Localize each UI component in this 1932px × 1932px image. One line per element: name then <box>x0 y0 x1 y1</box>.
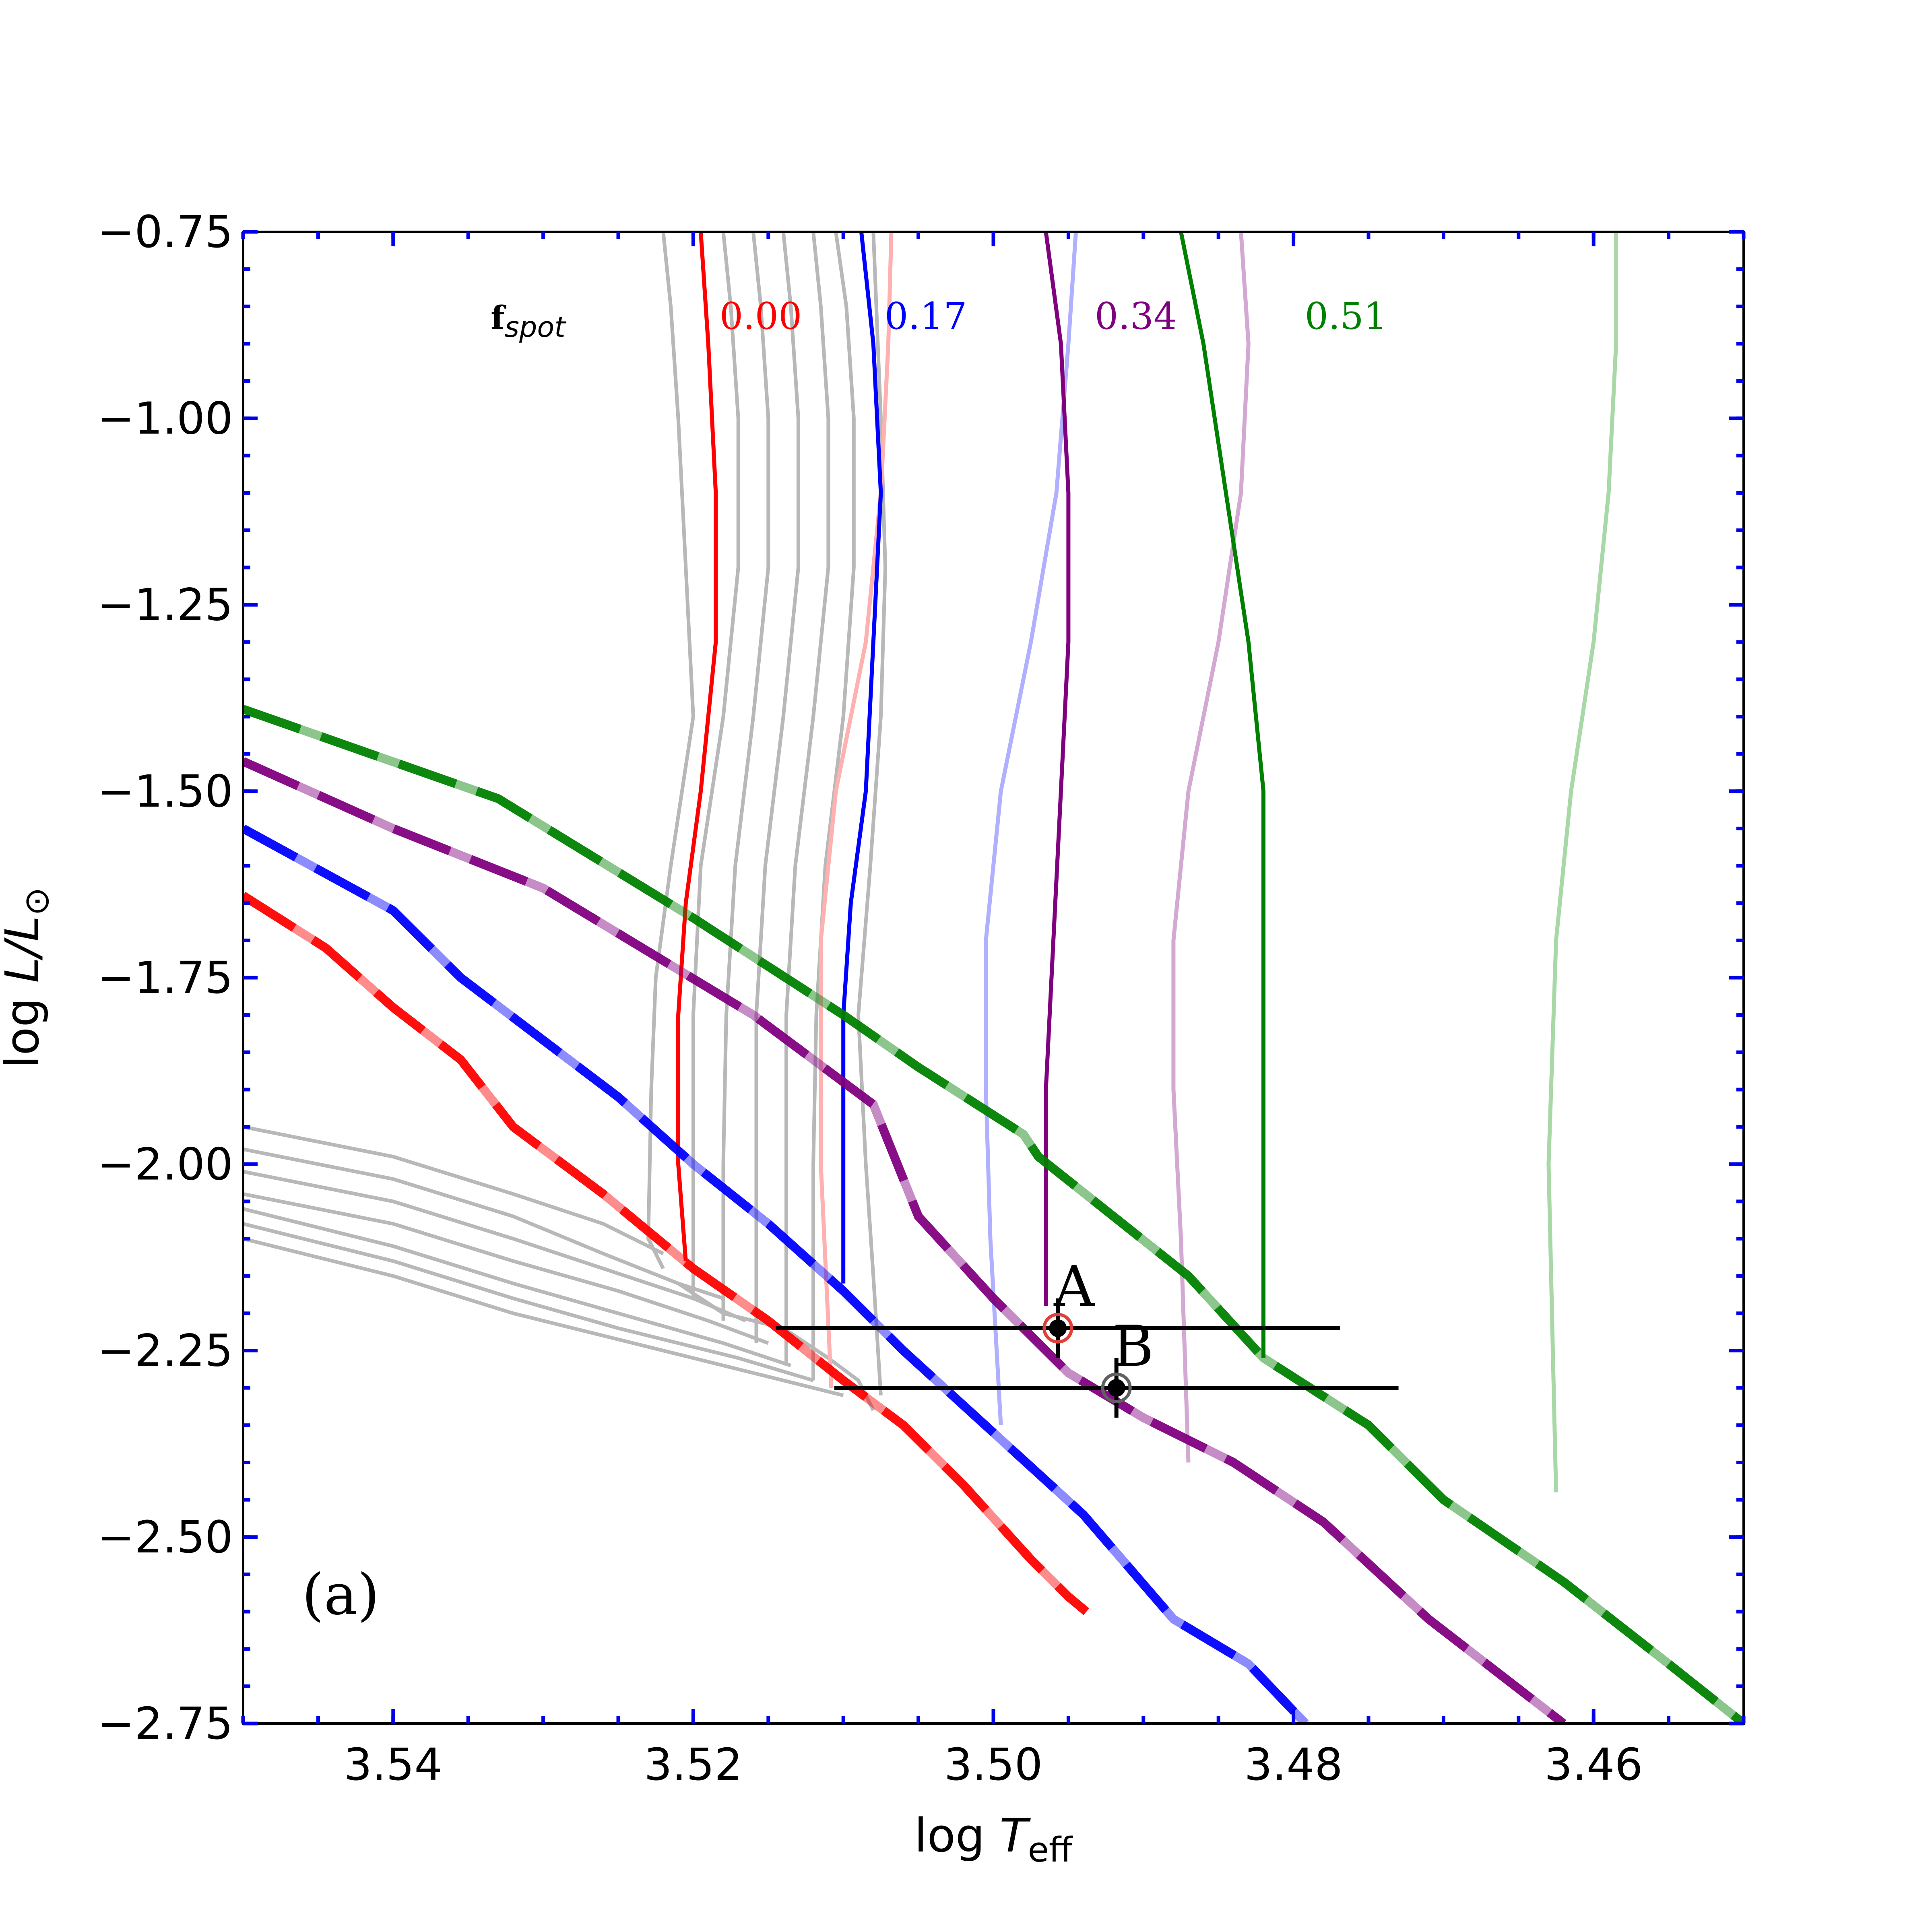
star-B-ring <box>1101 1373 1132 1404</box>
evolution-tracks-group <box>676 232 1618 1492</box>
plot-area: AB <box>243 232 1744 1724</box>
panel-label: (a) <box>302 1562 380 1628</box>
gray-track-line <box>243 1237 844 1397</box>
y-tick-label: −2.25 <box>97 1325 233 1377</box>
x-tick-label: 3.46 <box>1544 1739 1643 1790</box>
y-tick-label: −1.25 <box>97 579 233 631</box>
x-tick-label: 3.50 <box>944 1739 1043 1790</box>
x-axis-title-sub: eff <box>1028 1830 1073 1870</box>
gray-track-line <box>691 232 740 1298</box>
star-A-ring <box>1042 1313 1073 1344</box>
track-line-0.00 <box>819 232 894 1388</box>
gray-track-line <box>857 232 888 1395</box>
x-tick-label: 3.52 <box>644 1739 743 1790</box>
y-axis-title: log L/L⊙ <box>0 887 57 1068</box>
star-A-label: A <box>1053 1254 1095 1320</box>
y-tick-label: −2.75 <box>97 1698 233 1749</box>
spot-legend-title-sub: spot <box>505 311 567 344</box>
gray-track-line <box>784 232 830 1366</box>
y-tick-label: −0.75 <box>97 206 233 258</box>
spot-legend-entry-0.17: 0.17 <box>885 295 967 338</box>
gray-track-line <box>811 232 856 1381</box>
y-tick-label: −1.00 <box>97 392 233 444</box>
y-tick-label: −1.75 <box>97 952 233 1003</box>
gray-track-line <box>677 1282 875 1411</box>
y-axis-title-var: L/L <box>0 916 50 983</box>
isochrone-line-0.51 <box>243 705 1744 1724</box>
gray-track-line <box>243 1192 769 1345</box>
track-line-0.00 <box>676 232 718 1261</box>
isochrone-line-0.00 <box>243 892 1090 1615</box>
track-line-0.17 <box>841 232 883 1284</box>
gray-track-line <box>243 1222 814 1382</box>
gray-track-line <box>243 1147 724 1300</box>
track-line-0.51 <box>1546 232 1618 1492</box>
y-axis-title-sub: ⊙ <box>17 887 57 916</box>
x-axis-title: log Teff <box>914 1809 1073 1870</box>
y-axis-title-prefix: log <box>0 983 50 1068</box>
star-B-marker <box>1107 1379 1125 1397</box>
y-tick-label: −1.50 <box>97 766 233 817</box>
spot-legend-entry-0.00: 0.00 <box>720 295 802 338</box>
spot-legend: 0.00 0.17 0.34 0.51 <box>720 295 1387 338</box>
gray-track-line <box>646 232 695 1269</box>
gray-tracks-group <box>243 232 888 1411</box>
stars-group: AB <box>776 1254 1399 1418</box>
gray-track-line <box>243 1125 664 1255</box>
spot-legend-title-main: f <box>491 299 506 336</box>
spot-legend-entry-0.51: 0.51 <box>1305 295 1387 338</box>
track-line-0.34 <box>1044 232 1071 1306</box>
star-B-label: B <box>1113 1314 1154 1379</box>
axis-ticks: 3.54 3.52 3.50 3.48 3.46 −0.75 −1.00 −1.25 −1.50… <box>97 206 1746 1790</box>
isochrone-line-0.34 <box>243 757 1567 1724</box>
gray-track-line <box>243 1170 747 1323</box>
x-tick-label: 3.48 <box>1244 1739 1343 1790</box>
star-A-marker <box>1049 1319 1067 1337</box>
track-line-0.34 <box>1171 232 1251 1463</box>
spot-legend-entry-0.34: 0.34 <box>1095 295 1177 338</box>
y-tick-label: −2.50 <box>97 1511 233 1563</box>
x-tick-label: 3.54 <box>344 1739 442 1790</box>
spot-legend-title: fspot <box>491 299 566 344</box>
x-axis-title-prefix: log <box>914 1809 1000 1863</box>
gray-track-line <box>754 232 800 1343</box>
x-axis-title-var: T <box>999 1809 1031 1863</box>
y-tick-label: −2.00 <box>97 1138 233 1190</box>
isochrones-group <box>243 705 1744 1724</box>
gray-track-line <box>721 232 770 1321</box>
gray-track-line <box>243 1207 792 1367</box>
track-line-0.51 <box>1179 232 1265 1358</box>
isochrone-line-0.17 <box>243 824 1309 1724</box>
